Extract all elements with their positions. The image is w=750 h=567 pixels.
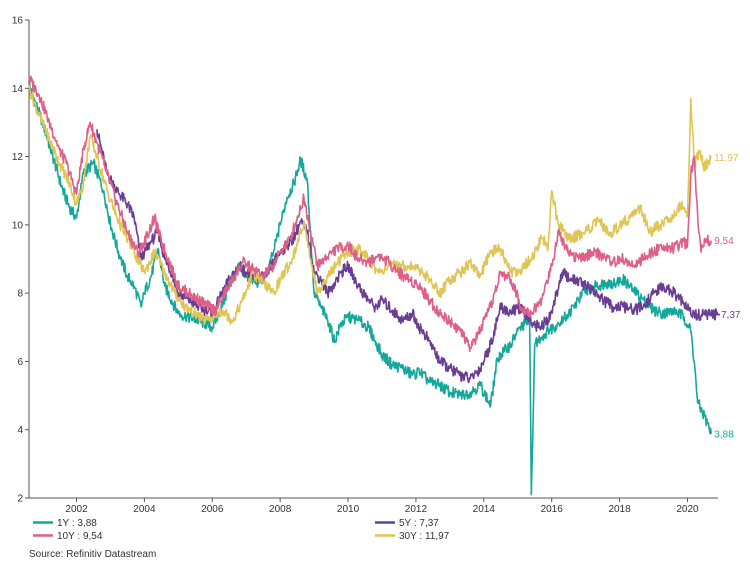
- y-tick-label: 4: [17, 425, 23, 436]
- y-tick-label: 8: [17, 289, 23, 300]
- series-line-30y: [28, 85, 712, 326]
- y-tick-label: 12: [12, 152, 24, 163]
- end-label-10y: 9,54: [714, 236, 734, 247]
- end-label-5y: 7,37: [721, 310, 741, 321]
- x-tick-label: 2006: [201, 504, 224, 515]
- end-label-1y: 3,88: [714, 429, 734, 440]
- y-tick-label: 2: [17, 494, 23, 505]
- end-labels: 3,88 7,37 11,97 9,54: [710, 153, 741, 440]
- legend: 1Y : 3,88 10Y : 9,54 5Y : 7,37 30Y : 11,97: [33, 518, 450, 542]
- x-tick-label: 2016: [541, 504, 564, 515]
- legend-label-5y: 5Y : 7,37: [399, 518, 439, 529]
- series-line-1y: [28, 82, 712, 496]
- x-tick-label: 2004: [133, 504, 156, 515]
- axes-layer: 2 4 6 8 10 12 14 16 2002 2004 2006 2008 2010 2012 2014…: [12, 16, 718, 515]
- source-note: Source: Refinitiv Datastream: [29, 549, 156, 560]
- legend-label-10y: 10Y : 9,54: [57, 531, 103, 542]
- y-tick-label: 16: [12, 16, 24, 27]
- y-tick-label: 14: [12, 84, 24, 95]
- x-tick-label: 2002: [65, 504, 88, 515]
- series-line-5y: [96, 129, 719, 384]
- x-tick-label: 2014: [473, 504, 496, 515]
- x-tick-label: 2012: [405, 504, 428, 515]
- x-tick-label: 2008: [269, 504, 292, 515]
- series-layer: [28, 75, 719, 496]
- x-tick-label: 2020: [676, 504, 699, 515]
- y-tick-label: 6: [17, 357, 23, 368]
- x-tick-label: 2018: [608, 504, 631, 515]
- series-line-10y: [28, 75, 712, 353]
- legend-label-30y: 30Y : 11,97: [399, 531, 450, 542]
- legend-label-1y: 1Y : 3,88: [57, 518, 97, 529]
- x-tick-label: 2010: [337, 504, 360, 515]
- y-tick-label: 10: [12, 220, 24, 231]
- end-label-30y: 11,97: [714, 153, 739, 164]
